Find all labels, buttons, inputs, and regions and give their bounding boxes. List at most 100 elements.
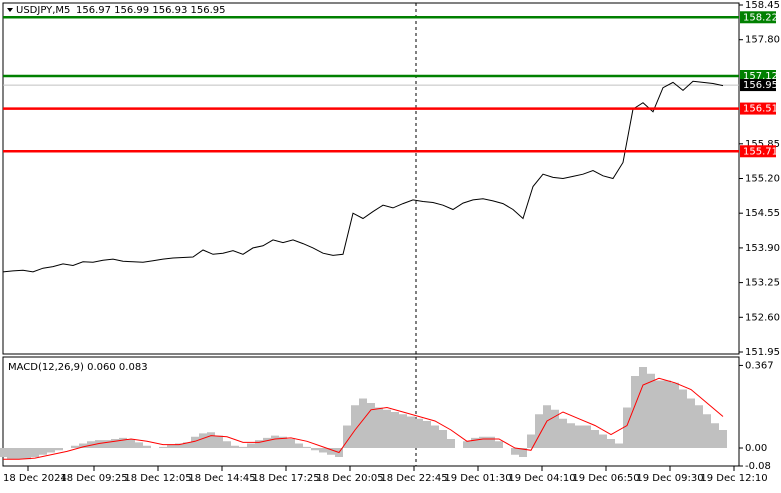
level-label-box <box>740 145 776 158</box>
macd-bar <box>407 416 415 448</box>
macd-bar <box>415 418 423 448</box>
macd-bar <box>431 425 439 448</box>
current-price-label: 156.95 <box>743 80 778 91</box>
macd-bar <box>383 409 391 448</box>
macd-bar <box>247 443 255 448</box>
macd-bar <box>71 445 79 448</box>
macd-bar <box>703 414 711 448</box>
macd-bar <box>359 398 367 448</box>
chart-title: USDJPY,M5 <box>16 5 70 16</box>
macd-bar <box>279 436 287 448</box>
level-label-box <box>740 70 776 83</box>
macd-bar <box>463 441 471 448</box>
macd-bar <box>471 437 479 448</box>
x-tick-label: 18 Dec 17:25 <box>252 473 319 484</box>
macd-bar <box>719 430 727 448</box>
macd-bar <box>175 443 183 448</box>
y-tick-label: 151.95 <box>745 347 780 358</box>
macd-bar <box>119 437 127 448</box>
macd-bar <box>631 376 639 448</box>
macd-bar <box>519 448 527 457</box>
macd-bar <box>79 443 87 448</box>
macd-bar <box>215 435 223 448</box>
macd-bar <box>231 445 239 448</box>
macd-bar <box>495 441 503 448</box>
signal-line <box>3 377 724 460</box>
level-label-box <box>740 102 776 115</box>
macd-bar <box>135 442 143 448</box>
y-tick-label: -0.08 <box>745 461 771 472</box>
macd-bar <box>239 446 247 448</box>
macd-bar <box>391 412 399 448</box>
macd-bar <box>599 434 607 448</box>
macd-bar <box>327 448 335 455</box>
macd-bar <box>695 405 703 448</box>
macd-bar <box>111 439 119 448</box>
macd-bar <box>207 432 215 448</box>
level-label: 158.22 <box>743 12 778 23</box>
macd-bar <box>543 405 551 448</box>
macd-bar <box>95 440 103 448</box>
macd-bar <box>559 418 567 448</box>
x-tick-label: 18 Dec 20:05 <box>316 473 383 484</box>
y-tick-label: 154.55 <box>745 208 780 219</box>
y-tick-label: 0.367 <box>745 360 774 371</box>
macd-bar <box>535 414 543 448</box>
macd-bar <box>423 421 431 448</box>
macd-bar <box>15 448 23 460</box>
macd-bar <box>127 439 135 448</box>
macd-bar <box>351 405 359 448</box>
level-label: 157.12 <box>743 71 778 82</box>
current-price-box <box>740 79 776 92</box>
macd-bar <box>375 407 383 448</box>
x-tick-label: 19 Dec 06:50 <box>572 473 639 484</box>
macd-bar <box>527 434 535 448</box>
x-tick-label: 18 Dec 14:45 <box>188 473 255 484</box>
macd-bar <box>487 436 495 448</box>
macd-bar <box>311 448 319 451</box>
macd-bar <box>295 443 303 448</box>
y-tick-label: 157.80 <box>745 35 780 46</box>
macd-bar <box>439 430 447 448</box>
macd-bar <box>223 441 231 448</box>
macd-panel <box>2 356 740 467</box>
macd-bar <box>663 380 671 448</box>
symbol-menu-icon[interactable] <box>7 8 13 12</box>
macd-bar <box>143 445 151 448</box>
y-tick-label: 152.60 <box>745 312 780 323</box>
x-tick-label: 19 Dec 12:10 <box>700 473 767 484</box>
y-tick-label: 0.00 <box>745 443 767 454</box>
macd-bar <box>567 423 575 448</box>
macd-bar <box>343 425 351 448</box>
macd-bar <box>167 444 175 448</box>
macd-title: MACD(12,26,9) 0.060 0.083 <box>8 362 148 373</box>
macd-bar <box>583 425 591 448</box>
macd-bar <box>623 407 631 448</box>
macd-bar <box>479 436 487 448</box>
y-tick-label: 155.85 <box>745 139 780 150</box>
macd-bar <box>447 439 455 448</box>
main-panel <box>2 2 740 355</box>
macd-bar <box>191 436 199 448</box>
level-label: 155.71 <box>743 146 778 157</box>
macd-bar <box>303 446 311 448</box>
macd-bar <box>607 439 615 448</box>
y-tick-label: 153.90 <box>745 243 780 254</box>
y-tick-label: 153.25 <box>745 278 780 289</box>
macd-bar <box>511 448 519 455</box>
macd-bar <box>87 441 95 448</box>
x-tick-label: 18 Dec 2024 <box>3 473 67 484</box>
macd-bar <box>55 448 63 451</box>
macd-bar <box>47 448 55 453</box>
macd-bar <box>399 414 407 448</box>
macd-bar <box>199 433 207 448</box>
macd-bar <box>551 409 559 448</box>
macd-bar <box>647 373 655 448</box>
macd-bar <box>39 448 47 455</box>
x-tick-label: 18 Dec 22:45 <box>380 473 447 484</box>
macd-bar <box>287 439 295 448</box>
macd-bar <box>671 382 679 448</box>
macd-bar <box>319 448 327 453</box>
